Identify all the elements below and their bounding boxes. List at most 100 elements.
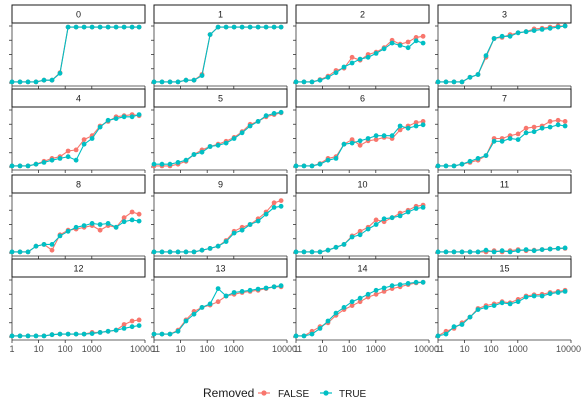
x-tick-label: 100001: [272, 344, 302, 354]
data-point-true: [475, 249, 481, 255]
series-line-false: [154, 112, 282, 167]
data-point-true: [413, 206, 419, 211]
data-point-true: [483, 305, 489, 310]
data-point-true: [459, 249, 465, 255]
data-point-true: [341, 64, 347, 70]
facet-strip: [11, 258, 146, 278]
data-point-false: [136, 211, 142, 217]
data-point-true: [420, 279, 426, 285]
x-tick-label: 100001: [130, 344, 160, 354]
data-point-true: [159, 331, 165, 337]
facet-panel-6: 6: [293, 88, 430, 173]
data-point-true: [207, 301, 213, 307]
data-point-true: [341, 141, 347, 147]
data-point-true: [413, 38, 419, 44]
data-point-true: [41, 242, 47, 247]
facet-strip: [437, 88, 572, 108]
data-point-true: [136, 112, 142, 117]
data-point-true: [25, 333, 31, 339]
data-point-true: [531, 248, 537, 254]
data-point-true: [435, 249, 441, 255]
series-line-false: [296, 281, 424, 337]
data-point-true: [405, 45, 411, 51]
data-point-true: [420, 40, 426, 46]
data-point-true: [317, 77, 323, 83]
data-point-true: [263, 285, 269, 291]
data-point-true: [491, 303, 497, 308]
facet-strip-label: 8: [76, 180, 81, 190]
facet-panel-11: 11: [435, 174, 572, 259]
data-point-true: [420, 122, 426, 128]
data-point-true: [113, 327, 119, 333]
data-point-false: [397, 127, 403, 133]
data-point-true: [459, 79, 465, 85]
facet-strip: [11, 88, 146, 108]
data-point-true: [263, 211, 269, 217]
facet-panel-4: 4: [9, 88, 146, 173]
data-point-true: [57, 70, 63, 76]
data-point-true: [341, 242, 347, 247]
data-point-true: [309, 79, 315, 85]
data-point-true: [309, 249, 315, 255]
data-point-true: [325, 74, 331, 80]
data-point-true: [507, 33, 513, 39]
data-point-true: [207, 246, 213, 251]
data-point-true: [278, 203, 284, 209]
facet-strip: [437, 258, 572, 278]
x-tick-label: 1: [435, 344, 440, 354]
data-point-true: [475, 72, 481, 77]
data-point-true: [49, 77, 55, 83]
data-point-true: [199, 305, 205, 310]
data-point-true: [263, 113, 269, 119]
facet-strip: [153, 4, 288, 24]
facet-panel-7: 7: [435, 88, 572, 173]
data-point-true: [523, 29, 529, 35]
data-point-true: [175, 160, 181, 165]
data-point-true: [293, 163, 299, 169]
data-point-true: [159, 249, 165, 255]
data-point-true: [547, 291, 553, 297]
data-point-true: [239, 130, 245, 136]
facet-strip: [295, 174, 430, 194]
data-point-true: [231, 24, 237, 30]
data-point-false: [373, 137, 379, 143]
data-point-true: [89, 136, 95, 141]
data-point-true: [373, 222, 379, 227]
data-point-true: [317, 326, 323, 331]
data-point-false: [97, 227, 103, 233]
data-point-true: [325, 318, 331, 324]
data-point-true: [491, 138, 497, 144]
facet-strip-label: 1: [218, 10, 223, 20]
data-point-true: [9, 333, 15, 339]
data-point-true: [231, 230, 237, 236]
series-line-true: [154, 111, 282, 165]
data-point-true: [397, 282, 403, 287]
data-point-true: [381, 216, 387, 222]
x-tick-label: 100: [200, 344, 215, 354]
x-tick-label: 1000: [508, 344, 528, 354]
data-point-true: [435, 163, 441, 169]
facet-panel-10: 10: [293, 174, 430, 259]
data-point-true: [41, 77, 47, 83]
data-point-true: [89, 24, 95, 30]
data-point-true: [215, 24, 221, 30]
data-point-true: [183, 77, 189, 83]
data-point-true: [25, 79, 31, 85]
data-point-true: [507, 301, 513, 307]
data-point-true: [539, 293, 545, 299]
data-point-true: [167, 331, 173, 337]
data-point-true: [389, 283, 395, 289]
data-point-false: [65, 148, 71, 154]
data-point-false: [515, 131, 521, 137]
data-point-true: [357, 295, 363, 301]
facet-strip-label: 7: [502, 94, 507, 104]
legend-title: Removed: [203, 386, 254, 400]
data-point-true: [183, 249, 189, 255]
facet-panel-9: 9: [151, 174, 288, 259]
data-point-true: [129, 217, 135, 223]
data-point-true: [562, 123, 568, 129]
data-point-true: [121, 326, 127, 331]
data-point-true: [215, 243, 221, 249]
data-point-true: [547, 246, 553, 252]
